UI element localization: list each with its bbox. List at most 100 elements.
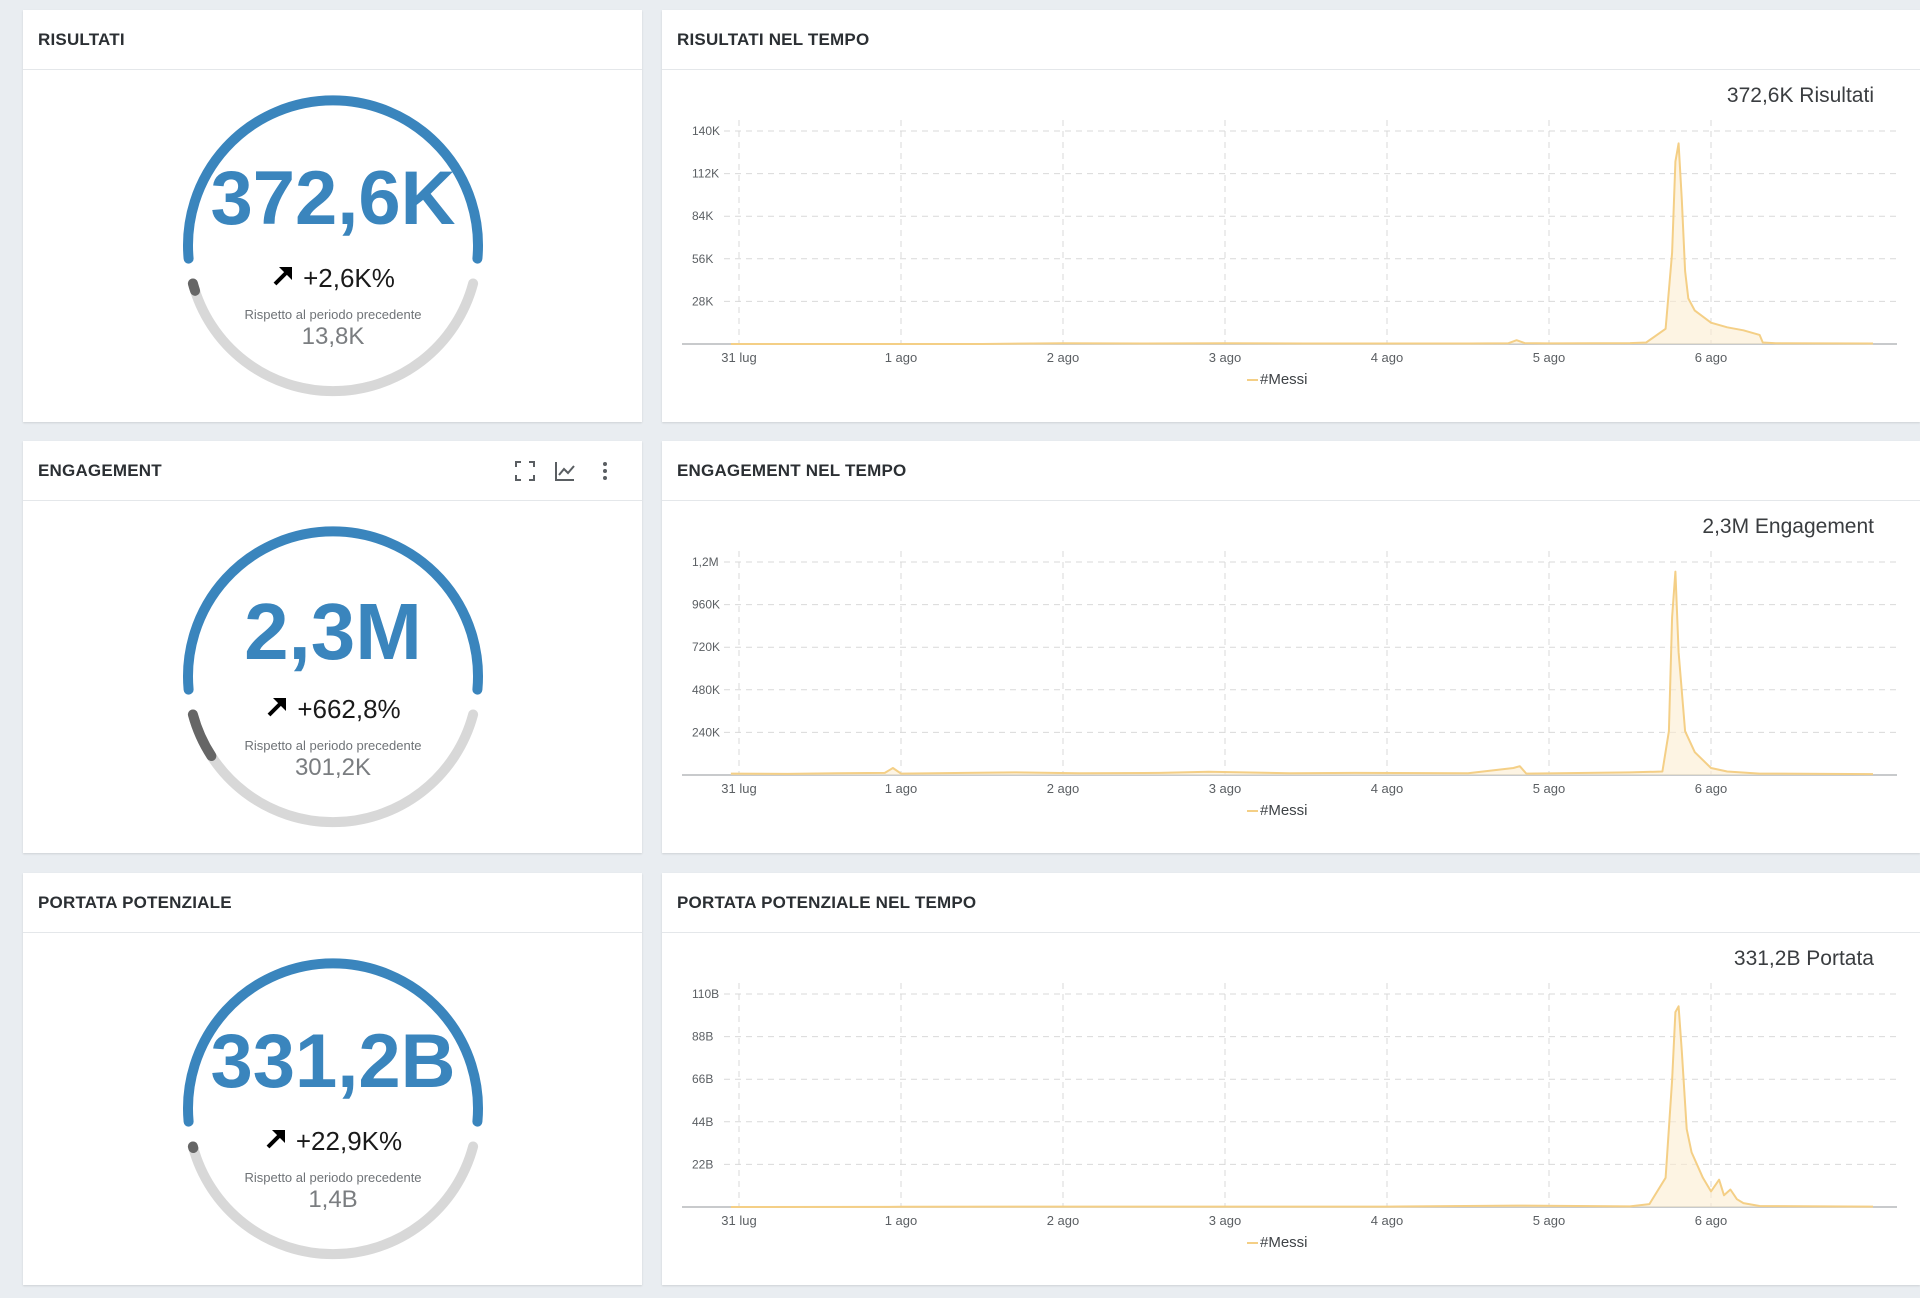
- y-tick-label: 56K: [692, 252, 713, 266]
- x-tick-label: 31 lug: [721, 1213, 756, 1228]
- series-line: [730, 142, 1874, 345]
- x-tick-label: 5 ago: [1533, 1213, 1566, 1228]
- potential-reach-panel: PORTATA POTENZIALE 331,2B +22,9K% Rispetto…: [23, 873, 642, 1285]
- potential-reach-over-time-panel: PORTATA POTENZIALE NEL TEMPO 331,2B Port…: [662, 873, 1920, 1285]
- arrow-up-right-icon: [265, 694, 289, 725]
- results-panel-header: RISULTATI: [23, 10, 642, 70]
- gauge-ring: [183, 958, 483, 1260]
- gauge-compare-label: Rispetto al periodo precedente: [244, 738, 422, 753]
- gauge-current-arc: [183, 958, 483, 1127]
- x-tick-label: 1 ago: [885, 350, 918, 365]
- gauge-compare-label: Rispetto al periodo precedente: [244, 1170, 422, 1185]
- x-tick-label: 31 lug: [721, 781, 756, 796]
- series-area: [730, 571, 1873, 775]
- x-tick-label: 3 ago: [1209, 350, 1242, 365]
- engagement-gauge: 2,3M +662,8% Rispetto al periodo precedent…: [23, 502, 643, 852]
- panel-title: ENGAGEMENT: [38, 460, 162, 480]
- results-over-time-panel: RISULTATI NEL TEMPO 372,6K Risultati 28K…: [662, 10, 1920, 422]
- gauge-current-arc: [183, 526, 483, 695]
- y-tick-label: 240K: [692, 725, 720, 739]
- engagement-over-time-header: ENGAGEMENT NEL TEMPO: [662, 441, 1920, 501]
- gauge-previous-value: 1,4B: [308, 1186, 358, 1213]
- y-tick-label: 110B: [692, 987, 719, 1001]
- chart-total-label: 331,2B Portata: [1733, 947, 1874, 970]
- gauge-delta-text: +2,6K%: [303, 263, 395, 293]
- panel-title: PORTATA POTENZIALE: [38, 892, 232, 912]
- y-tick-label: 66B: [692, 1072, 713, 1086]
- chart-plot-area: 28K 56K 84K 112K 140K 31 lug 1 ago 2 ago 3 ago 4 …: [682, 120, 1897, 388]
- gauge-ring: [183, 95, 483, 397]
- engagement-panel-header: ENGAGEMENT: [23, 441, 642, 501]
- x-tick-label: 4 ago: [1371, 1213, 1404, 1228]
- gauge-value: 331,2B: [210, 1019, 456, 1104]
- y-tick-label: 44B: [692, 1115, 713, 1129]
- results-over-time-header: RISULTATI NEL TEMPO: [662, 10, 1920, 70]
- x-tick-label: 2 ago: [1047, 781, 1080, 796]
- more-vertical-icon[interactable]: [592, 458, 618, 484]
- y-tick-label: 88B: [692, 1030, 713, 1044]
- gauge-previous-track: [187, 1141, 479, 1260]
- gauge-previous-value: 301,2K: [294, 754, 372, 781]
- legend-label[interactable]: #Messi: [1260, 371, 1308, 388]
- gauge-compare-label: Rispetto al periodo precedente: [244, 307, 422, 322]
- gauge-value: 2,3M: [244, 587, 422, 676]
- gauge-delta-text: +662,8%: [297, 694, 401, 724]
- gauge-previous-value: 13,8K: [301, 323, 365, 350]
- results-gauge: 372,6K +2,6K% Rispetto al periodo preceden…: [23, 71, 643, 421]
- expand-icon[interactable]: [512, 458, 538, 484]
- chart-total-label: 372,6K Risultati: [1726, 84, 1874, 107]
- x-tick-label: 2 ago: [1047, 350, 1080, 365]
- y-tick-label: 480K: [692, 683, 720, 697]
- arrow-up-right-icon: [264, 1126, 288, 1157]
- x-tick-label: 2 ago: [1047, 1213, 1080, 1228]
- gauge-delta: +22,9K%: [23, 1126, 643, 1157]
- y-tick-label: 22B: [692, 1157, 713, 1171]
- y-tick-label: 84K: [692, 209, 713, 223]
- x-tick-label: 1 ago: [885, 781, 918, 796]
- y-tick-label: 28K: [692, 294, 713, 308]
- gauge-delta: +2,6K%: [23, 263, 643, 294]
- panel-title: RISULTATI: [38, 29, 125, 49]
- panel-toolbar: [512, 441, 618, 501]
- engagement-area-chart: 240K 480K 720K 960K 1,2M 31 lug 1 ago 2 ago 3 ag…: [682, 551, 1897, 819]
- potential-reach-area-chart: 22B 44B 66B 88B 110B 31 lug 1 ago 2 ago 3 ago 4 a…: [682, 983, 1897, 1251]
- potential-reach-gauge: 331,2B +22,9K% Rispetto al periodo precede…: [23, 934, 643, 1284]
- gauge-previous-arc: [187, 709, 217, 761]
- chart-total-label: 2,3M Engagement: [1702, 515, 1874, 538]
- potential-reach-panel-header: PORTATA POTENZIALE: [23, 873, 642, 933]
- arrow-up-right-icon: [271, 263, 295, 294]
- engagement-panel: ENGAGEMENT 2,3M +662,8% Rispetto al period…: [23, 441, 642, 853]
- chart-plot-area: 240K 480K 720K 960K 1,2M 31 lug 1 ago 2 ago 3 ag…: [682, 551, 1897, 819]
- gauge-previous-track: [187, 709, 479, 828]
- gauge-value: 372,6K: [210, 156, 456, 241]
- gauge-ring: [183, 526, 483, 828]
- potential-reach-over-time-header: PORTATA POTENZIALE NEL TEMPO: [662, 873, 1920, 933]
- legend-label[interactable]: #Messi: [1260, 802, 1308, 819]
- y-tick-label: 140K: [692, 124, 720, 138]
- y-tick-label: 720K: [692, 640, 720, 654]
- gauge-delta: +662,8%: [23, 694, 643, 725]
- gauge-previous-arc: [187, 278, 201, 296]
- results-panel: RISULTATI 372,6K +2,6K% Rispetto al period…: [23, 10, 642, 422]
- x-tick-label: 4 ago: [1371, 350, 1404, 365]
- x-tick-label: 3 ago: [1209, 781, 1242, 796]
- gauge-current-arc: [183, 95, 483, 264]
- x-tick-label: 6 ago: [1695, 781, 1728, 796]
- chart-plot-area: 22B 44B 66B 88B 110B 31 lug 1 ago 2 ago 3 ago 4 a…: [682, 983, 1897, 1251]
- engagement-over-time-panel: ENGAGEMENT NEL TEMPO 2,3M Engagement 240…: [662, 441, 1920, 853]
- y-tick-label: 960K: [692, 598, 720, 612]
- x-tick-label: 6 ago: [1695, 1213, 1728, 1228]
- x-tick-label: 3 ago: [1209, 1213, 1242, 1228]
- panel-title: RISULTATI NEL TEMPO: [677, 29, 870, 49]
- x-tick-label: 5 ago: [1533, 781, 1566, 796]
- panel-title: ENGAGEMENT NEL TEMPO: [677, 460, 907, 480]
- x-tick-label: 31 lug: [721, 350, 756, 365]
- panel-title: PORTATA POTENZIALE NEL TEMPO: [677, 892, 977, 912]
- x-tick-label: 5 ago: [1533, 350, 1566, 365]
- x-tick-label: 4 ago: [1371, 781, 1404, 796]
- line-chart-icon[interactable]: [552, 458, 578, 484]
- gauge-previous-track: [187, 278, 479, 397]
- gauge-delta-text: +22,9K%: [295, 1126, 403, 1156]
- legend-label[interactable]: #Messi: [1260, 1234, 1308, 1251]
- series-line: [730, 1005, 1874, 1208]
